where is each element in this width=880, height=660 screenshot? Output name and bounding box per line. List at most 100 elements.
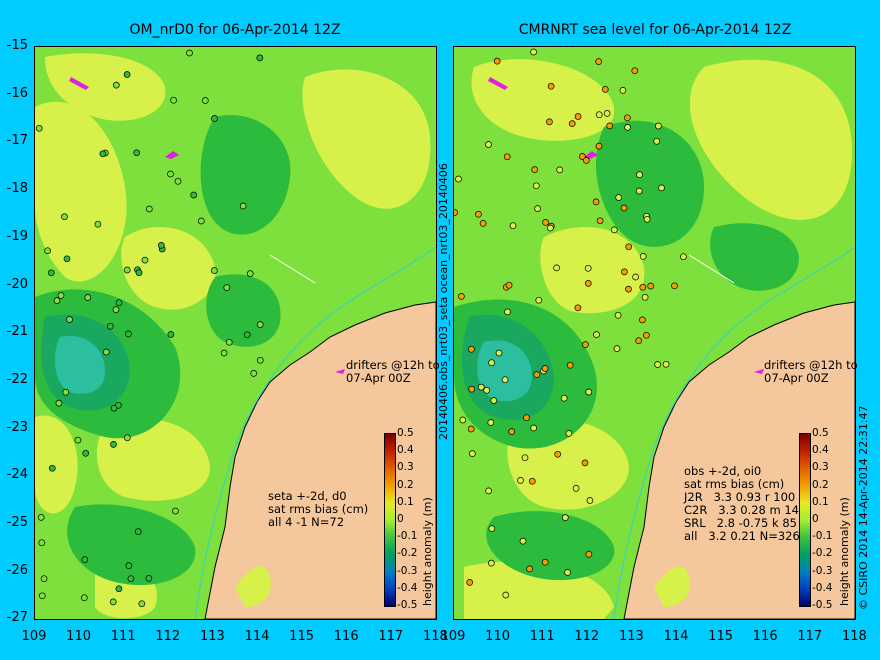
observation-point (488, 359, 495, 367)
observation-point (625, 285, 632, 293)
observation-point (531, 166, 539, 173)
transect-line (269, 254, 316, 284)
observation-point (469, 450, 476, 457)
x-tick-label: 114 (663, 629, 689, 644)
observation-point (504, 308, 511, 316)
x-tick-label: 117 (797, 629, 823, 644)
observation-point (568, 120, 576, 127)
anomaly-high-area (121, 227, 216, 310)
x-tick-label: 113 (199, 629, 225, 644)
observation-point (80, 594, 88, 602)
observation-point (639, 253, 647, 260)
observation-point (487, 559, 495, 567)
observation-point (620, 204, 628, 212)
observation-point (123, 434, 131, 442)
colorbar-left-title: height anomaly (m) (421, 497, 434, 606)
observation-point (624, 114, 631, 122)
colorbar-tick-label: -0.1 (397, 530, 418, 543)
observation-point (658, 184, 665, 192)
observation-point (256, 356, 264, 364)
x-tick-label: 111 (110, 629, 136, 644)
observation-point (509, 222, 517, 230)
x-tick-label: 110 (485, 629, 511, 644)
observation-point (485, 141, 492, 148)
observation-point (493, 57, 501, 65)
observation-point (636, 171, 643, 179)
observation-point (115, 299, 123, 307)
y-tick-label: -19 (6, 228, 28, 244)
observation-point (134, 528, 142, 535)
colorbar-tick-label: 0.1 (397, 495, 414, 508)
observation-point (211, 115, 218, 122)
observation-point (246, 270, 254, 277)
anomaly-high-area (35, 101, 127, 282)
x-tick-label: 109 (440, 629, 466, 644)
observation-point (532, 182, 540, 190)
observation-point (526, 565, 533, 573)
observation-point (565, 430, 573, 437)
anomaly-low-area (710, 223, 799, 291)
observation-point (135, 269, 143, 276)
colorbar-right-title: height anomaly (m) (838, 497, 851, 606)
observation-point (468, 345, 475, 353)
observation-point (483, 386, 491, 394)
observation-point (47, 269, 55, 277)
observation-point (174, 177, 182, 185)
observation-point (521, 454, 529, 462)
anomaly-lowest-area (477, 340, 532, 402)
observation-point (581, 459, 589, 467)
observation-point (109, 598, 117, 606)
anomaly-high-area (471, 59, 615, 141)
observation-point (102, 348, 110, 356)
observation-point (38, 592, 46, 600)
observation-point (170, 96, 177, 104)
observation-point (671, 282, 678, 290)
observation-point (541, 365, 549, 372)
x-tick-label: 110 (66, 629, 92, 644)
x-tick-label: 115 (708, 629, 734, 644)
anomaly-low-area (486, 511, 615, 581)
left-map (35, 47, 436, 619)
observation-point (564, 569, 571, 576)
observation-point (574, 304, 582, 312)
left-drifters-label: drifters @12h to 07-Apr 00Z (346, 358, 440, 385)
observation-point (530, 48, 537, 56)
observation-point (172, 507, 179, 515)
observation-point (560, 394, 568, 402)
right-panel-title: CMRNRT sea level for 06-Apr-2014 12Z (518, 22, 792, 38)
drifter-track (584, 151, 598, 159)
colorbar-tick-label: 0 (397, 513, 404, 525)
anomaly-low-area (206, 274, 281, 347)
observation-point (256, 54, 264, 62)
y-tick-label: -24 (6, 467, 28, 483)
observation-point (641, 293, 649, 301)
observation-point (508, 428, 516, 435)
y-tick-label: -16 (6, 85, 28, 101)
observation-point (82, 449, 90, 457)
left-panel-title: OM_nrD0 for 06-Apr-2014 12Z (129, 22, 341, 38)
observation-point (595, 142, 603, 150)
observation-point (655, 122, 662, 130)
observation-point (35, 124, 43, 132)
drifter-arrow (754, 369, 764, 374)
colorbar-tick-label: 0.5 (812, 427, 829, 439)
observation-point (586, 497, 594, 504)
observation-point (579, 153, 586, 160)
observation-point (585, 388, 593, 396)
observation-point (133, 149, 141, 157)
drifter-track (488, 77, 508, 90)
x-tick-label: 115 (289, 629, 315, 644)
observation-point (84, 294, 92, 301)
observation-point (613, 345, 621, 352)
anomaly-high-area (45, 53, 166, 121)
observation-point (63, 255, 71, 263)
observation-point (167, 331, 175, 338)
observation-point (167, 170, 174, 178)
x-tick-label: 113 (618, 629, 644, 644)
colorbar-tick-label: 0.5 (397, 427, 414, 439)
y-tick-label: -17 (6, 133, 28, 149)
observation-point (250, 370, 258, 377)
observation-point (110, 404, 118, 412)
observation-point (74, 436, 82, 444)
y-tick-label: -20 (6, 276, 28, 292)
